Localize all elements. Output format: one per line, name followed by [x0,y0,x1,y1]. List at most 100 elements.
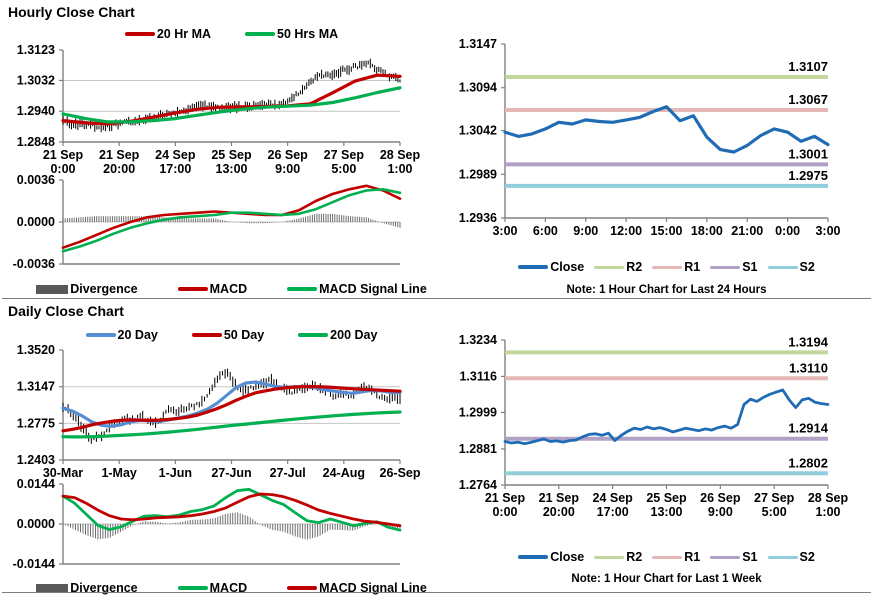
legend-swatch [177,586,208,590]
svg-text:1.2989: 1.2989 [459,167,497,181]
hourly-section-title: Hourly Close Chart [8,4,135,20]
svg-text:26 Sep: 26 Sep [268,148,309,162]
legend-swatch [767,555,798,559]
svg-text:3:00: 3:00 [815,224,840,238]
legend-label: 50 Hrs MA [277,27,339,41]
svg-text:1.2999: 1.2999 [459,406,497,420]
svg-text:0:00: 0:00 [50,162,75,176]
weekly-pivot-plot: 1.3234 1.3116 1.2999 1.2881 1.2764 21 Sep 0:00… [436,302,873,547]
legend-item-50-hrs-ma: 50 Hrs MA [245,27,338,41]
legend-label: 20 Hr MA [156,27,212,41]
svg-text:26 Sep: 26 Sep [700,491,741,505]
svg-text:1-Jun: 1-Jun [159,466,192,480]
legend-swatch [85,333,116,337]
legend-label: S2 [799,550,815,564]
svg-text:1.2881: 1.2881 [459,442,497,456]
svg-text:24 Sep: 24 Sep [593,491,634,505]
svg-text:1.2914: 1.2914 [788,421,829,436]
hourly-pivot-plot: 1.3147 1.3094 1.3042 1.2989 1.2936 3:00 6:00 9:… [436,0,873,255]
svg-text:12:00: 12:00 [610,224,642,238]
hourly-pivot-note: Note: 1 Hour Chart for Last 24 Hours [566,284,767,296]
svg-text:27-Jul: 27-Jul [270,466,306,480]
svg-text:24-Aug: 24-Aug [323,466,365,480]
legend-swatch [594,265,625,269]
hourly-macd-chart: 0.0036 0.0000 -0.0036 Divergence MACD MACD S… [0,172,436,298]
weekly-pivot-chart: 1.3234 1.3116 1.2999 1.2881 1.2764 21 Sep 0:00… [436,302,873,585]
svg-text:26-Sep: 26-Sep [380,466,421,480]
legend-label: S1 [742,550,758,564]
legend-label: S2 [799,260,815,274]
hourly-pivot-legend: Close R2 R1 S1 S2 [436,257,873,277]
svg-text:1.2764: 1.2764 [459,478,497,492]
svg-text:18:00: 18:00 [691,224,723,238]
legend-item-divergence: Divergence [36,282,138,296]
legend-swatch [298,333,329,337]
daily-macd-chart: 0.0144 0.0000 -0.0144 Divergence MACD MACD S… [0,477,436,597]
legend-label: Close [550,550,585,564]
legend-item-200-day: 200 Day [298,328,377,342]
svg-text:0.0144: 0.0144 [17,478,55,491]
legend-label: 20 Day [117,328,158,342]
svg-text:-0.0144: -0.0144 [13,557,55,570]
svg-text:1.2975: 1.2975 [788,168,828,183]
legend-item-divergence: Divergence [36,581,138,595]
legend-label: S1 [742,260,758,274]
svg-text:30-Mar: 30-Mar [43,466,83,480]
daily-price-chart: 20 Day 50 Day 200 Day 1.3520 1.3147 1.2775 1.… [0,326,436,491]
svg-text:1.3107: 1.3107 [788,59,828,74]
legend-label: R1 [684,550,701,564]
svg-text:5:00: 5:00 [762,505,787,519]
legend-swatch [518,265,549,269]
legend-label: R1 [684,260,701,274]
svg-text:21 Sep: 21 Sep [99,148,140,162]
legend-swatch [710,555,741,559]
legend-label: Divergence [70,581,138,595]
svg-text:1:00: 1:00 [815,505,840,519]
svg-text:17:00: 17:00 [597,505,629,519]
svg-text:9:00: 9:00 [708,505,733,519]
legend-item-50-day: 50 Day [191,328,264,342]
svg-text:1.3123: 1.3123 [17,44,55,57]
svg-text:21 Sep: 21 Sep [485,491,526,505]
legend-label: R2 [626,260,643,274]
legend-swatch [36,583,69,593]
svg-text:28 Sep: 28 Sep [380,148,421,162]
legend-swatch [652,265,683,269]
legend-swatch [652,555,683,559]
svg-text:1.3147: 1.3147 [17,380,55,394]
svg-text:15:00: 15:00 [651,224,683,238]
legend-swatch [287,586,318,590]
svg-text:1.3094: 1.3094 [459,81,497,95]
svg-text:13:00: 13:00 [216,162,248,176]
legend-item-20-hr-ma: 20 Hr MA [124,27,212,41]
svg-text:1.3067: 1.3067 [788,92,828,107]
svg-text:1.2802: 1.2802 [788,455,828,470]
legend-label: R2 [626,550,643,564]
svg-text:21 Sep: 21 Sep [43,148,84,162]
svg-text:17:00: 17:00 [159,162,191,176]
svg-text:20:00: 20:00 [543,505,575,519]
svg-text:1-May: 1-May [101,466,136,480]
legend-item-r1: R1 [652,260,700,274]
svg-text:1.2403: 1.2403 [17,453,55,467]
hourly-macd-legend: Divergence MACD MACD Signal Line [0,280,436,298]
svg-text:-0.0036: -0.0036 [13,257,55,271]
svg-text:1.2848: 1.2848 [17,135,55,149]
svg-text:28 Sep: 28 Sep [808,491,849,505]
legend-label: MACD [209,581,248,595]
svg-text:9:00: 9:00 [573,224,598,238]
hourly-price-legend: 20 Hr MA 50 Hrs MA [0,24,436,44]
legend-swatch [287,287,318,291]
legend-label: 200 Day [330,328,378,342]
bottom-divider [2,592,871,593]
svg-text:6:00: 6:00 [533,224,558,238]
weekly-pivot-note: Note: 1 Hour Chart for Last 1 Week [571,573,762,585]
svg-text:1.3147: 1.3147 [459,37,497,51]
legend-item-r2: R2 [594,260,642,274]
legend-item-macd-signal-line: MACD Signal Line [287,581,427,595]
legend-swatch [594,555,625,559]
legend-swatch [124,32,155,36]
legend-item-r1: R1 [652,550,700,564]
svg-text:21:00: 21:00 [731,224,763,238]
legend-label: Divergence [70,282,138,296]
